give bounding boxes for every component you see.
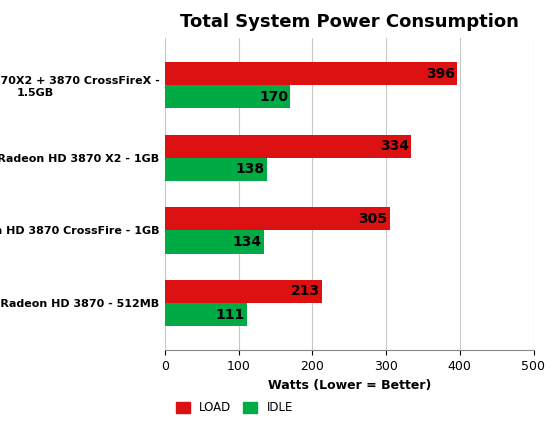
Text: 305: 305 — [359, 212, 388, 226]
Text: 134: 134 — [233, 235, 262, 249]
Text: 111: 111 — [216, 308, 245, 322]
Bar — [165, 303, 247, 326]
Bar — [165, 280, 322, 303]
Bar — [165, 158, 267, 181]
Bar — [165, 85, 290, 108]
Text: 396: 396 — [426, 67, 455, 81]
Text: 334: 334 — [380, 139, 409, 153]
Text: 213: 213 — [290, 284, 320, 298]
Bar — [165, 62, 457, 85]
Legend: LOAD, IDLE: LOAD, IDLE — [171, 397, 298, 419]
Text: 138: 138 — [235, 162, 265, 176]
Bar — [165, 207, 390, 230]
Bar — [165, 135, 411, 158]
Text: 170: 170 — [259, 90, 288, 104]
Title: Total System Power Consumption: Total System Power Consumption — [180, 13, 519, 31]
Bar — [165, 230, 264, 254]
X-axis label: Watts (Lower = Better): Watts (Lower = Better) — [267, 379, 431, 392]
